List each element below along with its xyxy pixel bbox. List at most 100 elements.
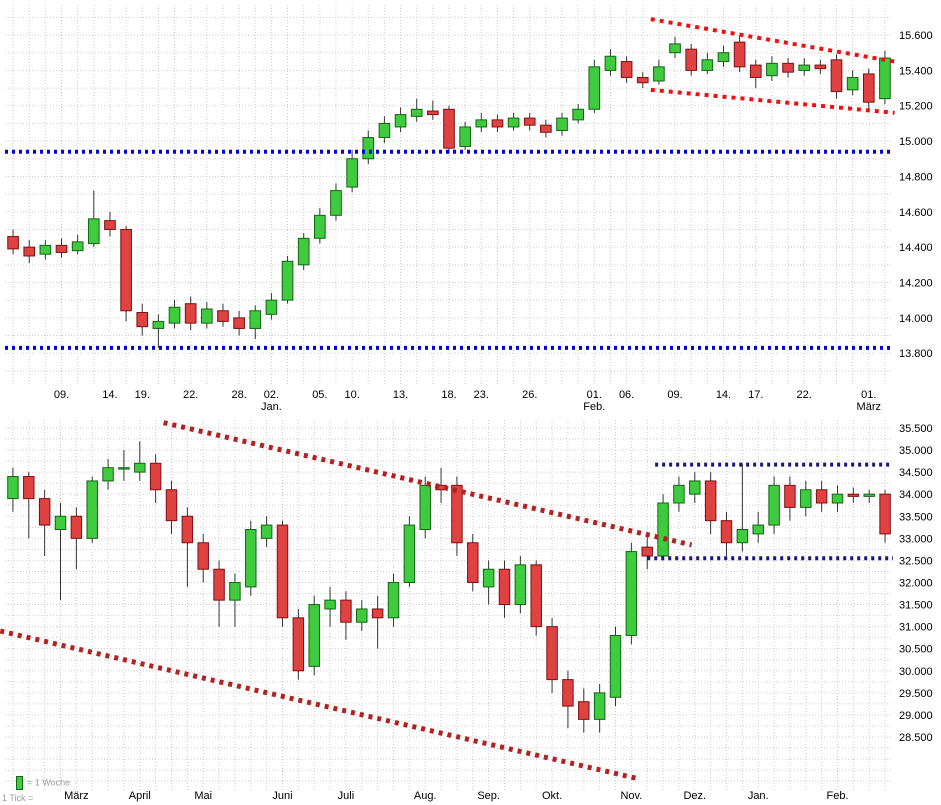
candle-down [814,64,827,70]
candle-down [197,542,209,570]
candle-down [733,41,746,68]
candle-up [556,117,568,131]
candle-down [165,489,178,522]
candle-icon [16,776,23,790]
y-axis-label: 14.200 [899,277,933,289]
candle-up [394,114,407,128]
candle-down [879,493,891,535]
daily-candlestick-chart[interactable]: 15.600 15.400 15.200 15.000 14.800 14.600 14.4… [0,0,941,415]
candle-up [419,484,431,530]
candle-down [38,498,51,526]
candle-up [410,108,423,117]
weekly-candlestick-chart[interactable]: 35.500 35.000 34.500 34.000 33.500 33.000 32.5… [0,415,941,805]
y-axis-label: 31.500 [899,600,933,612]
y-axis-label: 15.200 [899,101,933,113]
x-axis-label: Feb. [826,790,848,802]
candle-down [467,542,479,583]
candle-down [292,617,305,672]
y-axis-label: 15.000 [899,136,933,148]
x-axis-label: 09. [54,389,69,401]
candle-down [530,564,542,628]
x-axis-label: 28. [231,389,246,401]
candle-up [572,108,584,121]
x-axis-label: 14. [716,389,731,401]
candle-down [620,61,633,78]
x-axis-label: 26. [522,389,537,401]
candle-down [546,626,558,681]
y-axis-label: 32.500 [899,555,933,567]
candle-up [625,551,638,636]
x-axis-label: 01. [861,389,876,401]
candle-down [782,62,794,73]
candle-down [213,568,225,601]
candle-down [540,124,552,133]
candle-up [260,524,273,539]
candle-up [604,55,617,71]
y-axis-label: 33.000 [899,533,933,545]
x-axis-label: 06. [619,389,634,401]
y-axis-label: 15.600 [899,30,933,42]
trend-line[interactable] [163,420,693,548]
candle-down [120,228,132,312]
candle-down [443,108,455,149]
candle-up [356,608,368,623]
candle-down [23,246,36,257]
candle-up [798,64,811,71]
candle-up [475,119,488,128]
candle-down [578,701,590,720]
candle-down [55,244,68,253]
candle-up [736,528,749,544]
x-axis-label: 18. [441,389,456,401]
candle-down [636,76,649,84]
candle-up [134,462,146,473]
x-axis-label: 17. [748,389,763,401]
candle-down [847,493,860,497]
candle-up [346,158,358,188]
candle-down [181,515,194,544]
candle-up [459,126,471,147]
candle-down [641,546,653,557]
candle-up [118,467,130,470]
x-axis-label: Aug. [414,790,437,802]
trend-line[interactable] [650,87,895,115]
candle-up [330,190,342,216]
candle-up [281,260,294,301]
candle-up [54,515,67,530]
x-axis-label: April [129,790,151,802]
candle-down [862,73,875,103]
x-axis-sublabel: Feb. [583,401,605,413]
x-axis-label: 10. [344,389,359,401]
x-axis-label: 09. [667,389,682,401]
y-axis-label: 15.400 [899,65,933,77]
x-axis-label: 05. [312,389,327,401]
candle-up [673,484,685,504]
candle-up [265,299,278,315]
candle-down [70,515,83,539]
candle-down [104,220,116,230]
candle-down [371,608,384,619]
candle-down [720,520,733,544]
candle-up [588,66,601,110]
candle-up [657,502,669,557]
candle-up [71,241,84,252]
candle-up [324,599,336,610]
candle-up [689,480,701,495]
trend-line[interactable] [0,628,640,782]
candle-down [523,117,536,126]
candle-up [387,581,400,619]
x-axis-sublabel: März [857,401,881,413]
y-axis-label: 34.500 [899,467,933,479]
candle-up [717,52,730,63]
candle-up [846,76,859,91]
candle-up [378,122,391,139]
candle-down [830,59,843,93]
tick-scale-note: 1 Tick = [2,793,34,803]
candle-down [184,303,197,324]
candle-up [752,524,764,535]
candle-up [768,484,780,526]
x-axis-label: 22. [797,389,812,401]
candle-up [863,493,875,497]
week-scale-note: = 1 Woche [2,776,70,790]
candle-up [102,467,114,482]
